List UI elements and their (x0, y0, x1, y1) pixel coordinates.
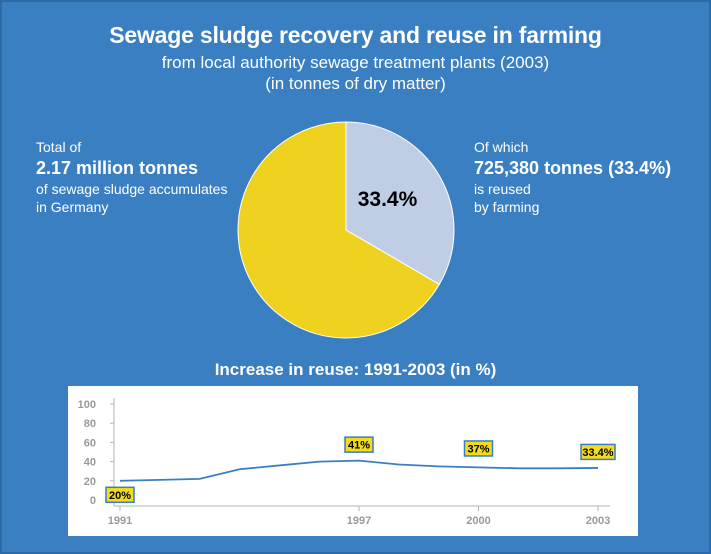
reused-note-line3: is reused (474, 181, 531, 197)
line-chart-title: Increase in reuse: 1991-2003 (in %) (214, 360, 497, 379)
x-tick-label: 1991 (108, 515, 132, 527)
line-chart-panel: 0 20 40 60 80 100 1991 1997 2000 2003 20% 41% 37% 33.… (68, 386, 638, 536)
total-note-line1: Total of (36, 139, 82, 155)
y-tick-label: 80 (84, 418, 96, 430)
x-tick-label: 2003 (586, 515, 610, 527)
x-tick-label: 2000 (466, 515, 490, 527)
page-subtitle-units: (in tonnes of dry matter) (265, 74, 446, 93)
page-subtitle: from local authority sewage treatment pl… (161, 53, 550, 72)
reuse-line-series (119, 459, 599, 482)
y-tick-label: 60 (84, 437, 96, 449)
y-tick-label: 40 (84, 457, 96, 469)
data-label: 20% (105, 486, 135, 504)
y-tick-label: 100 (78, 399, 96, 411)
data-label: 37% (463, 440, 494, 457)
pie-slice-remaining (237, 121, 440, 339)
pie-chart: 33.4% (237, 121, 455, 339)
page-title: Sewage sludge recovery and reuse in farm… (109, 22, 602, 48)
data-label-box (580, 443, 616, 461)
data-label-text: 37% (467, 443, 489, 455)
total-note-amount: 2.17 million tonnes (36, 158, 199, 178)
data-label-text: 41% (348, 440, 370, 452)
data-label-box (463, 440, 494, 457)
data-label: 33.4% (580, 443, 616, 461)
pie-slice-reused (345, 121, 455, 286)
line-chart: 0 20 40 60 80 100 1991 1997 2000 2003 20% 41% 37% 33.… (78, 398, 616, 527)
data-label-box (105, 486, 135, 504)
total-note-line4: in Germany (36, 199, 109, 215)
pie-slice-label: 33.4% (358, 188, 418, 211)
y-tick-label: 0 (90, 495, 96, 507)
data-label-text: 33.4% (582, 447, 613, 459)
x-tick-label: 1997 (347, 515, 371, 527)
y-tick-label: 20 (84, 476, 96, 488)
reused-note-line4: by farming (474, 199, 540, 215)
reused-note-amount: 725,380 tonnes (33.4%) (474, 158, 672, 178)
data-label-text: 20% (109, 490, 131, 502)
reused-note: Of which 725,380 tonnes (33.4%) is reuse… (474, 138, 671, 216)
total-note-line3: of sewage sludge accumulates (36, 181, 228, 197)
total-note: Total of 2.17 million tonnes of sewage s… (36, 138, 227, 216)
data-label-box (344, 436, 374, 453)
reused-note-line1: Of which (474, 139, 529, 155)
data-label: 41% (344, 436, 374, 453)
